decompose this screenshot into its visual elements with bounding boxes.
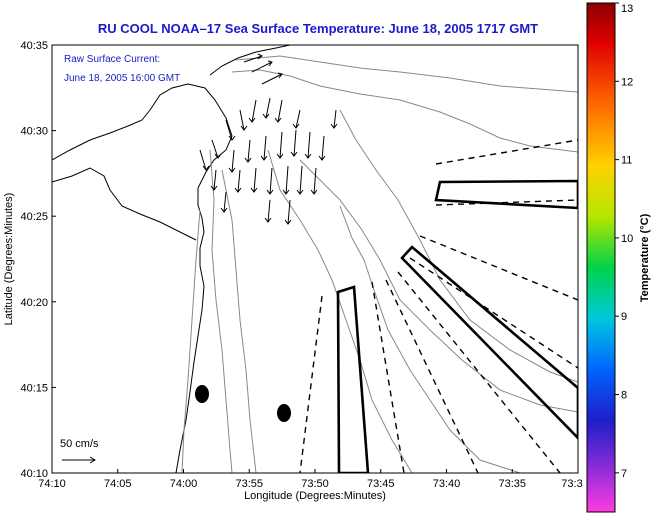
colorbar-tick-label: 13 xyxy=(621,3,633,15)
y-axis: 40:35 40:30 40:25 40:20 40:15 40:10 Latitude … xyxy=(3,40,56,480)
colorbar-label: Temperature (°C) xyxy=(639,213,651,302)
y-tick-label: 40:20 xyxy=(20,297,48,309)
x-tick-label: 73:40 xyxy=(433,478,461,490)
x-tick-label: 74:10 xyxy=(38,478,66,490)
x-axis: 74:10 74:05 74:00 73:55 73:50 73:45 73:40 73:35… xyxy=(38,469,583,502)
x-tick-label: 73:35 xyxy=(498,478,526,490)
survey-track-lines xyxy=(299,139,578,473)
colorbar-tick-label: 12 xyxy=(621,76,633,88)
site-marker-1 xyxy=(195,385,209,403)
plot-content xyxy=(52,45,578,473)
colorbar-tick-label: 9 xyxy=(621,311,627,323)
current-annotation-line-2: June 18, 2005 16:00 GMT xyxy=(64,73,180,84)
colorbar-tick-label: 11 xyxy=(621,155,632,167)
current-vectors xyxy=(199,53,338,225)
y-tick-label: 40:10 xyxy=(20,468,48,480)
x-axis-label: Longitude (Degrees:Minutes) xyxy=(244,490,386,502)
y-tick-label: 40:25 xyxy=(20,211,48,223)
y-tick-label: 40:35 xyxy=(20,40,48,52)
x-tick-label: 74:05 xyxy=(104,478,132,490)
y-axis-label: Latitude (Degrees:Minutes) xyxy=(3,193,15,326)
colorbar: 13 12 11 10 9 8 7 Temperature (°C) xyxy=(586,2,651,513)
x-tick-label: 73:55 xyxy=(235,478,263,490)
coastline xyxy=(52,83,233,473)
scale-arrow xyxy=(62,456,96,464)
chart-title: RU COOL NOAA–17 Sea Surface Temperature:… xyxy=(98,21,538,36)
upper-shore xyxy=(209,45,291,76)
colorbar-tick-label: 10 xyxy=(621,233,633,245)
x-tick-label: 73:45 xyxy=(367,478,395,490)
y-tick-label: 40:30 xyxy=(20,126,48,138)
scale-label: 50 cm/s xyxy=(60,438,99,450)
bay-shore xyxy=(52,167,197,241)
x-tick-label: 73:3 xyxy=(561,478,582,490)
plot-frame xyxy=(51,44,579,474)
colorbar-gradient xyxy=(586,2,616,513)
colorbar-tick-label: 8 xyxy=(621,390,627,402)
transect-boxes xyxy=(336,179,578,473)
current-annotation-line-1: Raw Surface Current: xyxy=(64,54,160,65)
y-tick-label: 40:15 xyxy=(20,382,48,394)
colorbar-tick-label: 7 xyxy=(621,468,627,480)
x-tick-label: 74:00 xyxy=(170,478,198,490)
site-marker-2 xyxy=(277,404,291,422)
x-tick-label: 73:50 xyxy=(301,478,329,490)
